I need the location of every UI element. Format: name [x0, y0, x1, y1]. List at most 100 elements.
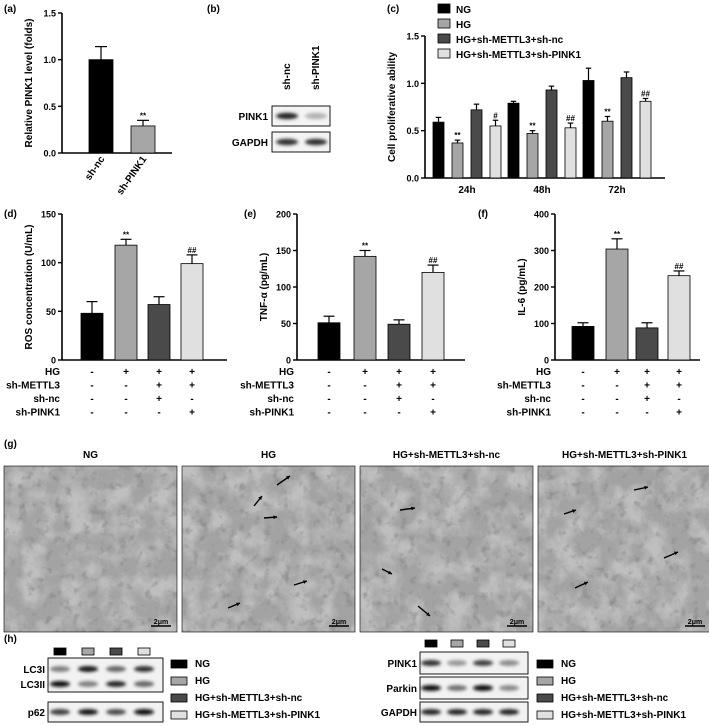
- chart-e-condition-mark: +: [396, 367, 402, 378]
- chart-e-condition-label: sh-METTL3: [240, 381, 294, 392]
- chart-c-category-label: 72h: [608, 185, 625, 196]
- chart-a-y-tick-label: 1.5: [43, 9, 56, 19]
- chart-c-legend-label: HG+sh-METTL3+sh-PINK1: [456, 50, 581, 61]
- chart-d-condition-label: sh-nc: [33, 394, 60, 405]
- blot-h-left-band: [50, 666, 70, 672]
- em-title: NG: [83, 450, 98, 461]
- chart-d-significance: ##: [188, 246, 197, 255]
- panel-label-h: (h): [4, 634, 17, 645]
- chart-f-condition-mark: +: [614, 367, 620, 378]
- chart-d-bar: [80, 312, 104, 361]
- chart-d-condition-mark: -: [157, 408, 160, 419]
- em-scale-bar-label: 2μm: [510, 619, 524, 626]
- chart-c-bar: [582, 80, 595, 179]
- chart-d-condition-label: HG: [45, 367, 60, 378]
- chart-f-bar: [667, 275, 691, 361]
- em-image-grain: [4, 466, 177, 632]
- chart-e-y-tick-label: 0: [286, 356, 291, 366]
- chart-d-y-label: ROS concentration (U/mL): [24, 224, 35, 349]
- blot-h-left-lane-swatch: [81, 647, 95, 656]
- chart-c-significance: **: [454, 131, 461, 140]
- chart-e-y-tick-label: 200: [276, 210, 291, 220]
- blot-h-left-legend-swatch: [170, 659, 188, 669]
- panel-label-g: (g): [4, 439, 17, 450]
- blot-h-left-legend-swatch: [170, 693, 188, 703]
- blot-h-right-legend-swatch: [536, 676, 554, 686]
- chart-e-condition-mark: -: [327, 408, 330, 419]
- em-arrow-head: [644, 485, 648, 490]
- em-image-grain: [360, 466, 533, 632]
- chart-e-y-tick-label: 150: [276, 246, 291, 256]
- chart-f-condition-mark: -: [581, 367, 584, 378]
- chart-f-condition-mark: -: [581, 381, 584, 392]
- em-arrow-head: [303, 580, 307, 584]
- chart-a-bar: [130, 125, 156, 154]
- panel-label-e: (e): [244, 209, 256, 220]
- chart-a-category-label: sh-PINK1: [115, 154, 150, 197]
- chart-c-legend-swatch: [437, 48, 451, 59]
- chart-e-condition-mark: -: [327, 381, 330, 392]
- chart-c-legend-swatch: [437, 3, 451, 14]
- chart-c-bar: [545, 89, 558, 179]
- chart-f-y-tick-label: 200: [534, 283, 549, 293]
- chart-d-condition-mark: -: [90, 408, 93, 419]
- blot-h-right-lane-swatch: [476, 639, 490, 648]
- chart-d-bar: [180, 263, 204, 361]
- chart-c-legend-label: HG: [456, 20, 471, 31]
- blot-h-left-band: [134, 666, 154, 672]
- chart-f-condition-mark: -: [615, 408, 618, 419]
- blot-b-band: [276, 138, 298, 146]
- chart-e-condition-mark: +: [430, 381, 436, 392]
- blot-h-right-lane-swatch: [424, 639, 438, 648]
- blot-h-right-band: [421, 709, 441, 715]
- chart-d-condition-mark: +: [156, 381, 162, 392]
- blot-h-right-row-label: PINK1: [388, 659, 418, 670]
- chart-f-bar: [605, 248, 629, 361]
- blot-h-right-band: [447, 685, 467, 691]
- chart-e-condition-label: HG: [279, 367, 294, 378]
- chart-e-y-label: TNF-α (pg/mL): [259, 253, 270, 321]
- chart-f-bar: [571, 326, 595, 361]
- chart-f-y-tick-label: 300: [534, 246, 549, 256]
- em-images-g: NG 2μm HG 2μm HG+sh-METTL3+sh-nc 2μm HG+sh-MET…: [3, 450, 709, 633]
- chart-d-condition-mark: +: [189, 408, 195, 419]
- chart-f-condition-label: sh-PINK1: [507, 408, 552, 419]
- chart-f-significance: ##: [675, 262, 684, 271]
- blot-b-band: [305, 112, 327, 120]
- em-scale-bar-label: 2μm: [332, 619, 346, 626]
- chart-e-y-tick-label: 100: [276, 283, 291, 293]
- chart-c-category-label: 48h: [533, 185, 550, 196]
- blot-h-left-row-label: p62: [28, 708, 46, 719]
- chart-f-condition-mark: +: [644, 394, 650, 405]
- chart-d-condition-mark: -: [90, 367, 93, 378]
- chart-e-condition-mark: -: [327, 367, 330, 378]
- blot-h-left-band: [106, 666, 126, 672]
- chart-d-condition-label: sh-PINK1: [16, 408, 61, 419]
- chart-c-y-label: Cell proliferative ability: [387, 52, 398, 162]
- chart-a: 0.0 0.5 1.0 1.5 Relative PINK1 level (folds)…: [24, 9, 172, 197]
- em-title: HG+sh-METTL3+sh-nc: [393, 450, 501, 461]
- chart-d: 0 50 100 150 ROS concentration (U/mL) ** ## HG -…: [6, 210, 227, 419]
- blot-h-right-band: [421, 660, 441, 666]
- chart-f-y-tick-label: 0: [544, 356, 549, 366]
- chart-f-condition-mark: +: [676, 408, 682, 419]
- chart-d-condition-label: sh-METTL3: [6, 381, 60, 392]
- chart-e-condition-mark: -: [363, 394, 366, 405]
- em-scale-bar-label: 2μm: [154, 619, 168, 626]
- blot-b-row-label: GAPDH: [232, 138, 268, 149]
- blot-h-left-legend-swatch: [170, 710, 188, 720]
- blot-h-right-row-label: GAPDH: [381, 708, 417, 719]
- blot-h-right-legend-label: HG+sh-METTL3+sh-nc: [561, 693, 669, 704]
- em-arrow-head: [584, 581, 588, 586]
- chart-e-condition-mark: +: [430, 367, 436, 378]
- chart-c-legend-label: NG: [456, 5, 471, 16]
- chart-e-condition-label: sh-PINK1: [250, 408, 295, 419]
- blot-h-right-band: [499, 660, 519, 666]
- chart-c-bar: [432, 121, 445, 179]
- em-arrow-head: [411, 506, 415, 511]
- chart-d-condition-mark: -: [190, 394, 193, 405]
- chart-d-bar: [114, 244, 138, 361]
- em-image-frame: [537, 465, 709, 633]
- chart-c-y-tick-label: 1.5: [406, 32, 419, 42]
